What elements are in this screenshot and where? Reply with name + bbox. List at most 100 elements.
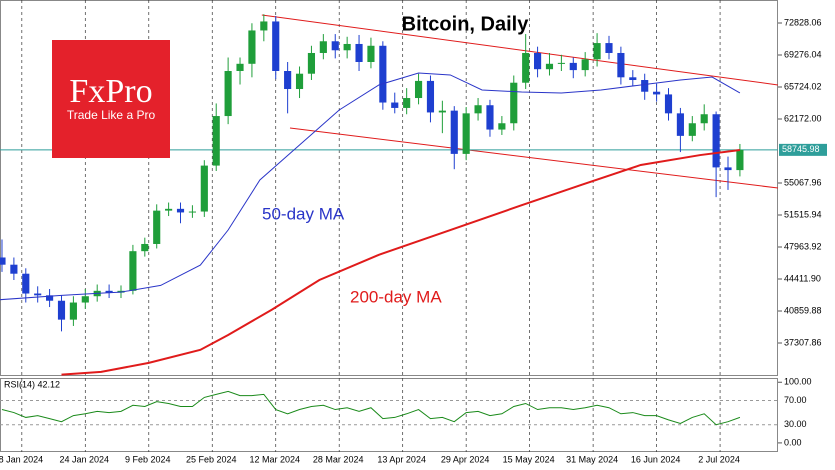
candle-body — [22, 273, 30, 294]
candle-body — [34, 293, 42, 296]
ma-line — [0, 72, 741, 301]
candle-body — [414, 80, 423, 99]
y-tick-label: 69276.04 — [784, 49, 822, 59]
y-tick-label: 47963.92 — [784, 241, 822, 251]
candle-body — [450, 110, 458, 154]
y-tick-label: 55067.96 — [784, 177, 822, 187]
candle-body — [676, 113, 684, 136]
candle-body — [295, 73, 304, 90]
candle-body — [498, 123, 506, 130]
x-tick-label: 13 Apr 2024 — [377, 454, 426, 464]
candle-body — [581, 59, 589, 71]
price-tag-label: 58745.98 — [782, 144, 820, 154]
candle-body — [557, 62, 565, 64]
series-label: 50-day MA — [262, 204, 345, 223]
y-tick-label: 30.00 — [784, 419, 807, 429]
candle-body — [629, 77, 637, 81]
candle-body — [593, 43, 601, 60]
x-tick-label: 25 Feb 2024 — [186, 454, 237, 464]
candle-body — [545, 63, 554, 70]
candle-body — [736, 149, 744, 171]
candle-body — [260, 21, 268, 31]
y-tick-label: 72828.06 — [784, 17, 822, 27]
logo: FxPro — [69, 73, 152, 110]
candle-body — [462, 113, 470, 154]
candle-body — [176, 208, 185, 213]
candle-body — [224, 71, 232, 117]
y-tick-label: 40859.88 — [784, 305, 822, 315]
candle-body — [664, 94, 673, 114]
candle-body — [486, 105, 494, 130]
x-tick-label: 12 Mar 2024 — [249, 454, 300, 464]
candle-body — [522, 52, 530, 83]
slogan: Trade Like a Pro — [67, 108, 156, 122]
candle-body — [200, 165, 208, 212]
candle-body — [46, 295, 54, 301]
x-tick-label: 8 Jan 2024 — [0, 454, 43, 464]
y-tick-label: 62172.00 — [784, 113, 822, 123]
candle-body — [81, 296, 89, 303]
chart-title: Bitcoin, Daily — [402, 13, 530, 35]
price-tag — [779, 143, 827, 156]
candle-body — [355, 43, 363, 62]
candle-body — [534, 52, 542, 70]
candle-body — [617, 52, 625, 78]
candle-body — [653, 91, 661, 95]
x-tick-label: 28 Mar 2024 — [313, 454, 364, 464]
candle-body — [69, 302, 77, 320]
rsi-frame — [0, 378, 778, 452]
x-tick-label: 9 Feb 2024 — [125, 454, 171, 464]
candle-body — [212, 116, 220, 166]
candle-body — [426, 80, 435, 113]
rsi-line — [1, 390, 741, 426]
candle-body — [641, 80, 649, 92]
trendline — [261, 14, 779, 86]
x-tick-label: 15 May 2024 — [503, 454, 555, 464]
candle-body — [319, 41, 327, 53]
candle-body — [10, 264, 18, 274]
candle-body — [272, 21, 280, 71]
candle-body — [367, 45, 375, 62]
candle-body — [284, 71, 292, 90]
x-tick-label: 24 Jan 2024 — [60, 454, 110, 464]
y-tick-label: 44411.90 — [784, 273, 821, 283]
candle-body — [307, 52, 316, 74]
y-tick-label: 0.00 — [784, 437, 802, 447]
candle-body — [236, 63, 244, 71]
candle-body — [688, 123, 696, 136]
y-tick-label: 100.00 — [784, 377, 812, 387]
candle-body — [188, 211, 196, 213]
logo-box — [52, 40, 170, 158]
candle-body — [438, 110, 446, 113]
candle-body — [248, 30, 256, 64]
candle-body — [391, 102, 399, 108]
candle-body — [153, 210, 161, 244]
candle-body — [165, 208, 173, 211]
candle-body — [331, 41, 339, 51]
candle-body — [569, 62, 577, 71]
candle-body — [0, 257, 6, 265]
x-tick-label: 2 Jul 2024 — [698, 454, 740, 464]
candle-body — [474, 105, 482, 114]
y-tick-label: 37307.86 — [784, 337, 822, 347]
trendline — [289, 127, 779, 189]
candle-body — [379, 45, 387, 103]
rsi-label: RSI(14) 42.12 — [4, 379, 60, 389]
candle-body — [700, 114, 708, 124]
candle-body — [141, 243, 149, 252]
y-tick-label: 70.00 — [784, 395, 807, 405]
candle-body — [510, 82, 518, 124]
candle-body — [105, 290, 113, 293]
x-tick-label: 31 May 2024 — [566, 454, 618, 464]
x-tick-label: 29 Apr 2024 — [441, 454, 490, 464]
candle-body — [712, 114, 720, 168]
candle-body — [403, 98, 411, 108]
candle-body — [343, 43, 351, 51]
ma-line — [61, 149, 741, 376]
x-tick-label: 16 Jun 2024 — [631, 454, 681, 464]
y-tick-label: 51515.94 — [784, 209, 822, 219]
series-label: 200-day MA — [350, 287, 442, 306]
candle-body — [605, 43, 613, 53]
y-tick-label: 65724.02 — [784, 81, 822, 91]
